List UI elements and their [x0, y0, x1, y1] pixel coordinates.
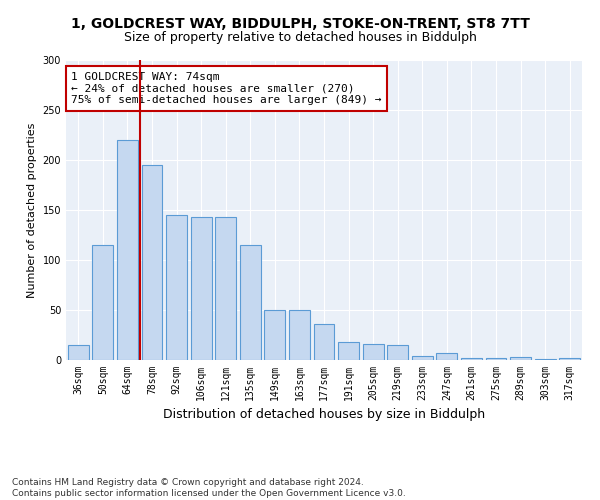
Bar	[559, 358, 580, 360]
Bar	[92, 245, 113, 360]
Bar	[485, 358, 506, 360]
Y-axis label: Number of detached properties: Number of detached properties	[27, 122, 37, 298]
Bar	[510, 357, 531, 360]
Bar	[166, 215, 187, 360]
Bar	[314, 324, 334, 360]
Bar	[68, 345, 89, 360]
Bar	[142, 165, 163, 360]
X-axis label: Distribution of detached houses by size in Biddulph: Distribution of detached houses by size …	[163, 408, 485, 422]
Bar	[535, 359, 556, 360]
Bar	[362, 344, 383, 360]
Bar	[215, 217, 236, 360]
Bar	[117, 140, 138, 360]
Text: Contains HM Land Registry data © Crown copyright and database right 2024.
Contai: Contains HM Land Registry data © Crown c…	[12, 478, 406, 498]
Text: Size of property relative to detached houses in Biddulph: Size of property relative to detached ho…	[124, 31, 476, 44]
Bar	[240, 245, 261, 360]
Text: 1 GOLDCREST WAY: 74sqm
← 24% of detached houses are smaller (270)
75% of semi-de: 1 GOLDCREST WAY: 74sqm ← 24% of detached…	[71, 72, 382, 105]
Bar	[338, 342, 359, 360]
Text: 1, GOLDCREST WAY, BIDDULPH, STOKE-ON-TRENT, ST8 7TT: 1, GOLDCREST WAY, BIDDULPH, STOKE-ON-TRE…	[71, 18, 529, 32]
Bar	[289, 310, 310, 360]
Bar	[265, 310, 286, 360]
Bar	[387, 345, 408, 360]
Bar	[191, 217, 212, 360]
Bar	[436, 353, 457, 360]
Bar	[461, 358, 482, 360]
Bar	[412, 356, 433, 360]
